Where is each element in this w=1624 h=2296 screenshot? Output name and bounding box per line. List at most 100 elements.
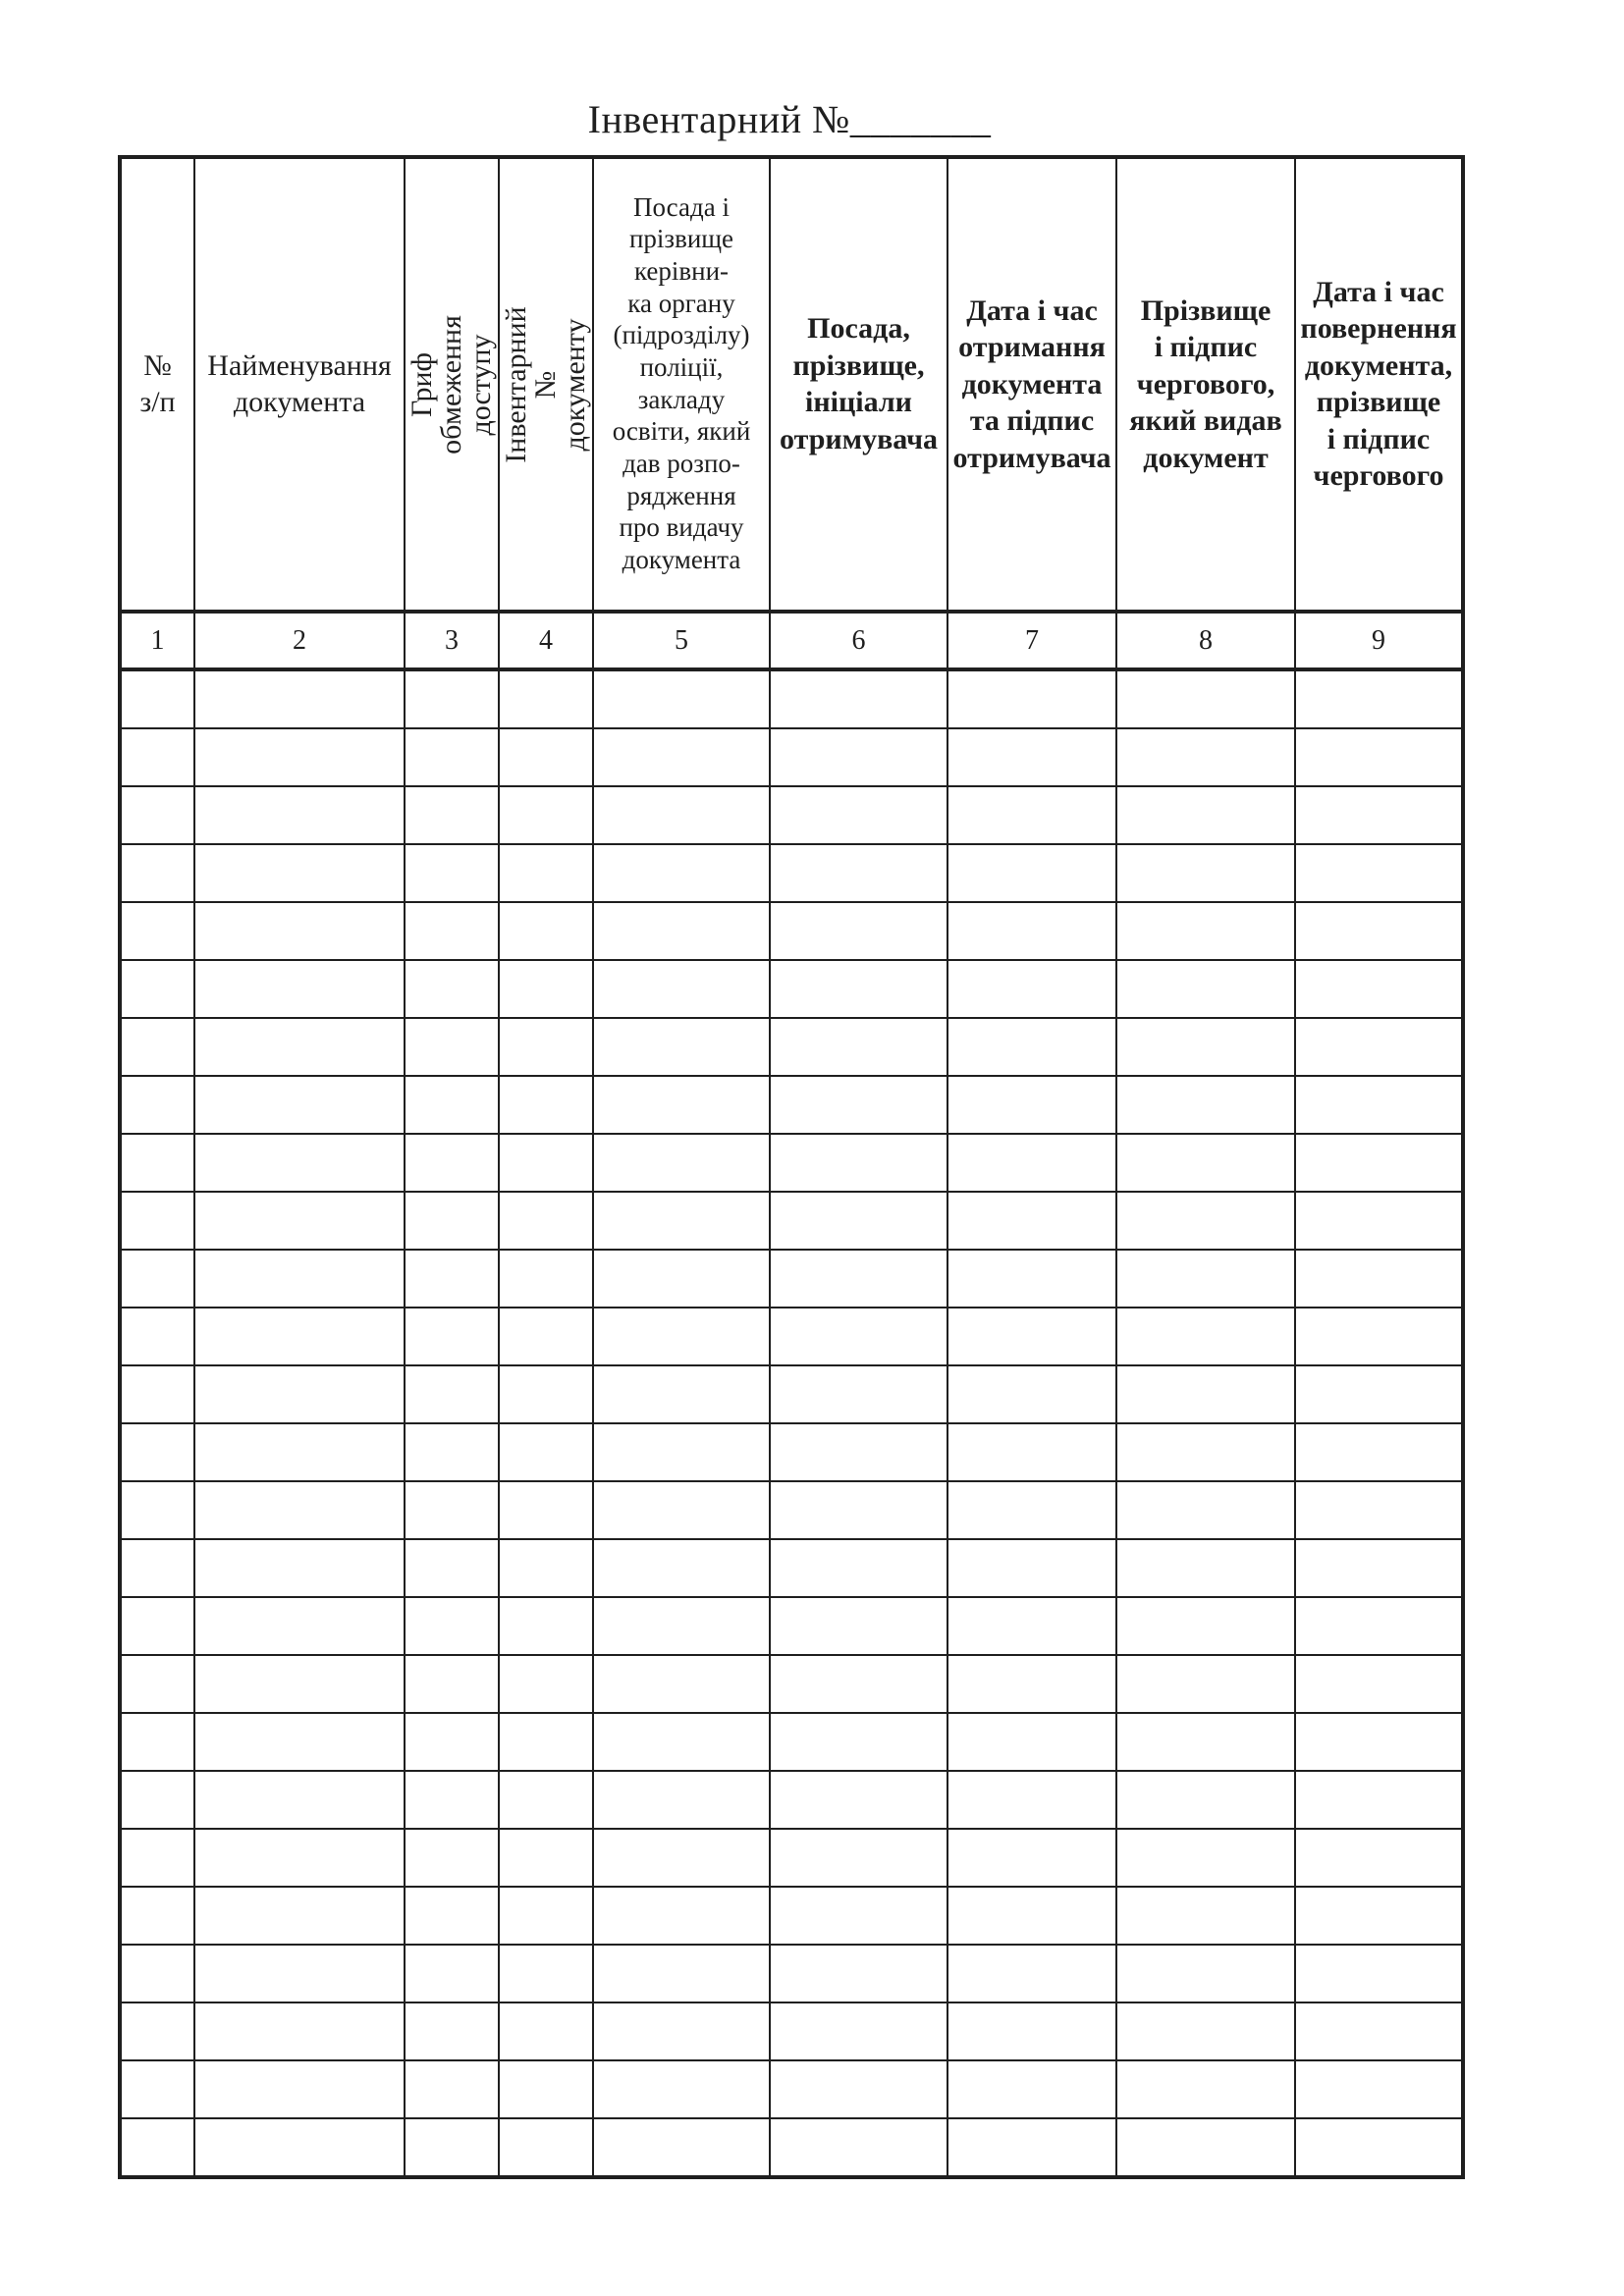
empty-cell bbox=[498, 1017, 594, 1077]
empty-cell bbox=[1294, 1307, 1464, 1366]
empty-cell bbox=[1115, 668, 1296, 729]
empty-cell bbox=[1294, 1654, 1464, 1714]
empty-cell bbox=[404, 1249, 500, 1308]
empty-cell bbox=[498, 668, 594, 729]
empty-cell bbox=[193, 1017, 406, 1077]
empty-cell bbox=[193, 1422, 406, 1482]
empty-cell bbox=[947, 901, 1117, 961]
empty-cell bbox=[769, 1712, 948, 1772]
empty-cell bbox=[498, 1886, 594, 1946]
empty-cell bbox=[119, 1886, 195, 1946]
empty-cell bbox=[404, 1886, 500, 1946]
empty-cell bbox=[1115, 959, 1296, 1019]
empty-row bbox=[119, 1886, 1464, 1946]
empty-cell bbox=[769, 785, 948, 845]
empty-cell bbox=[1294, 668, 1464, 729]
empty-cell bbox=[498, 2117, 594, 2178]
column-header-label: Інвентарний № документу bbox=[500, 305, 591, 463]
column-number: 1 bbox=[119, 611, 195, 671]
empty-cell bbox=[404, 1596, 500, 1656]
empty-cell bbox=[947, 1596, 1117, 1656]
empty-cell bbox=[1294, 843, 1464, 903]
empty-cell bbox=[1115, 901, 1296, 961]
column-number: 7 bbox=[947, 611, 1117, 671]
empty-cell bbox=[592, 843, 771, 903]
column-header-label: № з/п bbox=[139, 348, 176, 418]
empty-cell bbox=[769, 1596, 948, 1656]
column-number: 9 bbox=[1294, 611, 1464, 671]
column-header-duty-officer-issued: Прізвище і підпис чергового, який видав … bbox=[1115, 156, 1296, 614]
empty-cell bbox=[1294, 1133, 1464, 1193]
empty-cell bbox=[498, 1075, 594, 1135]
empty-cell bbox=[1115, 1191, 1296, 1251]
empty-cell bbox=[1115, 1828, 1296, 1888]
empty-cell bbox=[404, 2117, 500, 2178]
empty-cell bbox=[1115, 1249, 1296, 1308]
empty-cell bbox=[498, 1770, 594, 1830]
empty-cell bbox=[1115, 1017, 1296, 1077]
empty-cell bbox=[1115, 1307, 1296, 1366]
empty-cell bbox=[1294, 2117, 1464, 2178]
empty-cell bbox=[119, 2059, 195, 2119]
empty-cell bbox=[498, 1480, 594, 1540]
empty-cell bbox=[119, 843, 195, 903]
empty-cell bbox=[947, 1307, 1117, 1366]
empty-row bbox=[119, 1944, 1464, 2003]
column-header-issuing-official: Посада і прізвище керівни- ка органу (пі… bbox=[592, 156, 771, 614]
empty-cell bbox=[193, 1249, 406, 1308]
empty-cell bbox=[1115, 1075, 1296, 1135]
empty-cell bbox=[119, 1538, 195, 1598]
inventory-register-table: № з/п Найменування документа Гриф обмеже… bbox=[118, 155, 1465, 2179]
empty-cell bbox=[404, 2059, 500, 2119]
empty-cell bbox=[193, 668, 406, 729]
empty-cell bbox=[404, 1191, 500, 1251]
empty-cell bbox=[1115, 1422, 1296, 1482]
empty-cell bbox=[592, 1307, 771, 1366]
empty-cell bbox=[498, 785, 594, 845]
empty-cell bbox=[193, 959, 406, 1019]
empty-cell bbox=[119, 1017, 195, 1077]
empty-cell bbox=[592, 1770, 771, 1830]
empty-cell bbox=[592, 2059, 771, 2119]
empty-cell bbox=[592, 1538, 771, 1598]
empty-cell bbox=[947, 959, 1117, 1019]
empty-cell bbox=[592, 2117, 771, 2178]
empty-cell bbox=[1294, 1886, 1464, 1946]
column-header-label: Найменування документа bbox=[207, 348, 392, 418]
column-header-access-restriction: Гриф обмеження доступу bbox=[404, 156, 500, 614]
empty-cell bbox=[769, 1480, 948, 1540]
empty-cell bbox=[1115, 1944, 1296, 2003]
empty-cell bbox=[498, 901, 594, 961]
empty-cell bbox=[119, 2002, 195, 2061]
empty-cell bbox=[498, 1596, 594, 1656]
empty-cell bbox=[947, 1017, 1117, 1077]
column-header-recipient: Посада, прізвище, ініціали отримувача bbox=[769, 156, 948, 614]
empty-row bbox=[119, 1133, 1464, 1193]
empty-cell bbox=[1294, 1249, 1464, 1308]
empty-cell bbox=[947, 1249, 1117, 1308]
empty-cell bbox=[1294, 959, 1464, 1019]
empty-cell bbox=[404, 727, 500, 787]
empty-cell bbox=[769, 1191, 948, 1251]
empty-cell bbox=[592, 785, 771, 845]
column-number: 3 bbox=[404, 611, 500, 671]
empty-cell bbox=[947, 2059, 1117, 2119]
empty-row bbox=[119, 1596, 1464, 1656]
empty-cell bbox=[119, 1480, 195, 1540]
column-number: 4 bbox=[498, 611, 594, 671]
empty-cell bbox=[769, 1538, 948, 1598]
empty-cell bbox=[404, 901, 500, 961]
empty-cell bbox=[498, 959, 594, 1019]
empty-cell bbox=[769, 1654, 948, 1714]
empty-cell bbox=[498, 1249, 594, 1308]
empty-cell bbox=[947, 727, 1117, 787]
empty-cell bbox=[592, 1249, 771, 1308]
empty-cell bbox=[119, 668, 195, 729]
empty-cell bbox=[404, 2002, 500, 2061]
empty-cell bbox=[404, 1654, 500, 1714]
empty-cell bbox=[193, 785, 406, 845]
empty-row bbox=[119, 1538, 1464, 1598]
empty-cell bbox=[404, 1480, 500, 1540]
empty-cell bbox=[947, 2002, 1117, 2061]
